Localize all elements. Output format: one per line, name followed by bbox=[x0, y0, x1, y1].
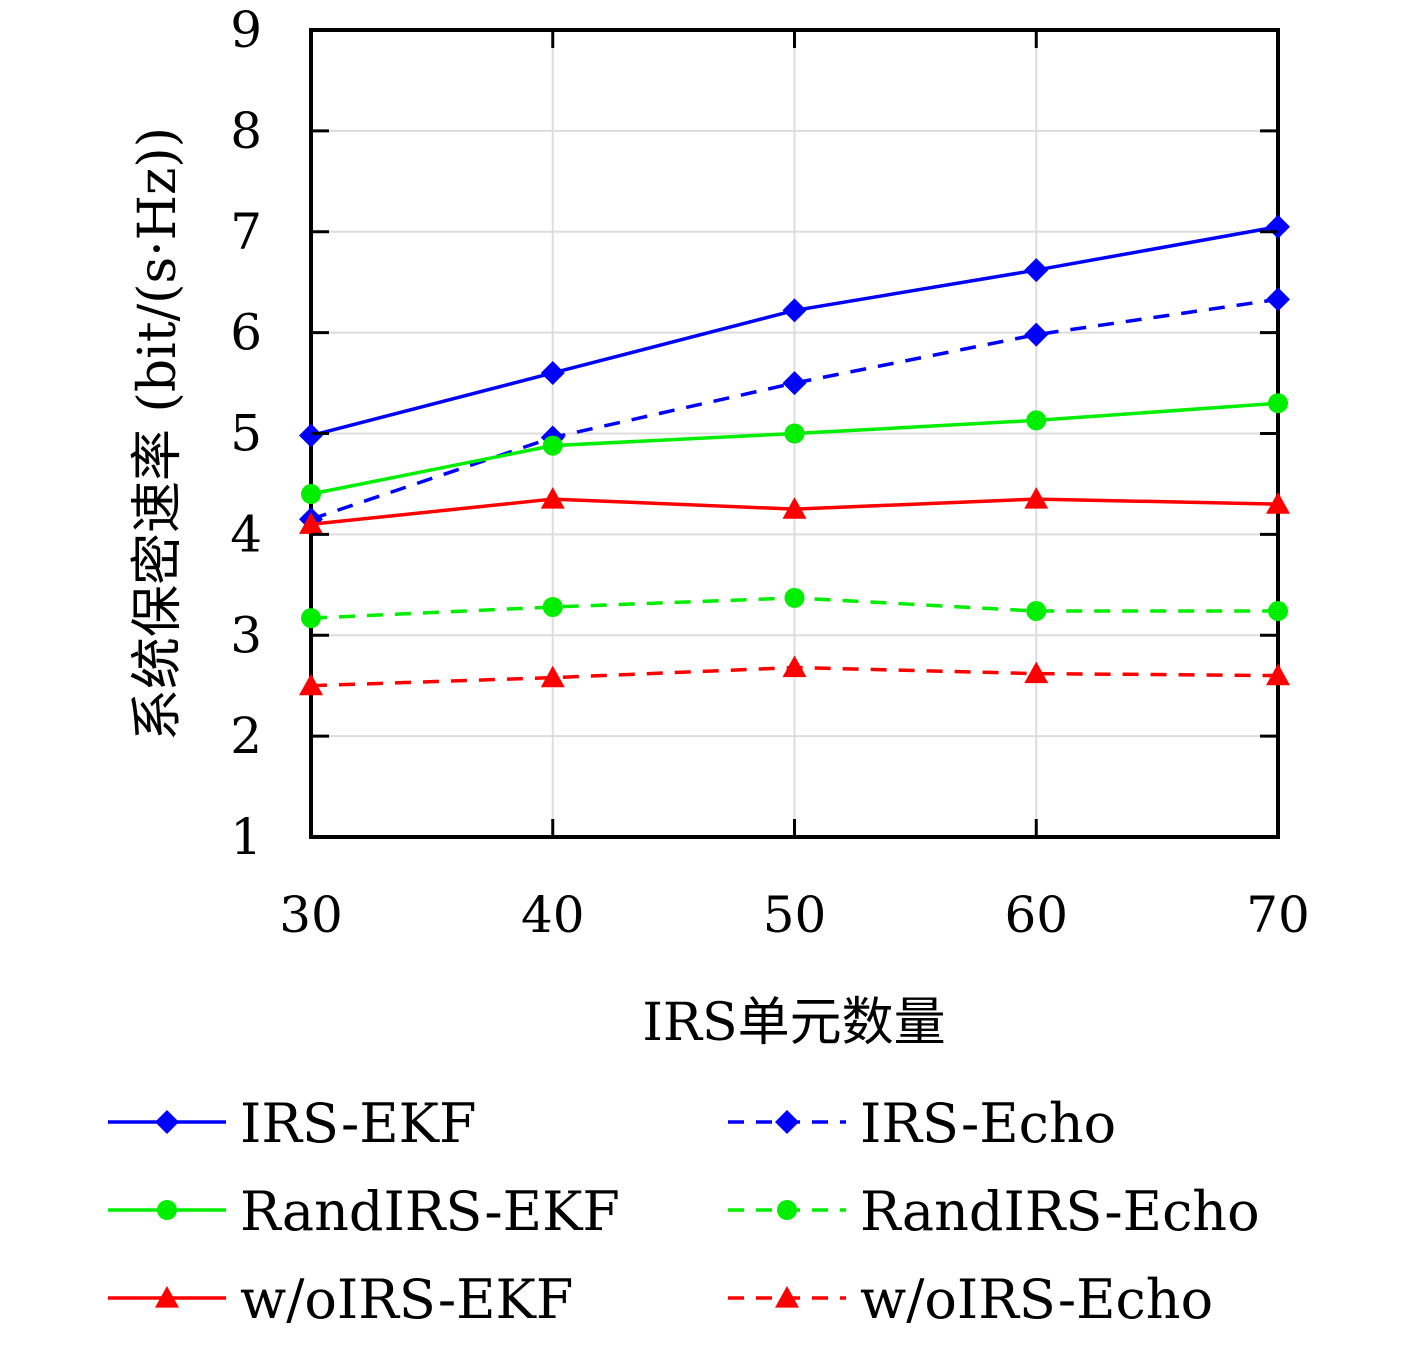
legend-label-irs-ekf: IRS-EKF bbox=[240, 1092, 476, 1155]
data-point-irs-echo bbox=[782, 371, 807, 396]
data-point-w-oirs-ekf bbox=[782, 497, 807, 519]
data-point-randirs-echo bbox=[784, 587, 805, 608]
series-line-irs-echo bbox=[310, 297, 1279, 521]
data-point-randirs-ekf bbox=[542, 435, 563, 456]
x-tick-label: 70 bbox=[1246, 886, 1310, 944]
y-tick-label: 9 bbox=[230, 1, 262, 59]
data-point-w-oirs-ekf bbox=[1266, 492, 1290, 514]
data-point-randirs-echo bbox=[1268, 601, 1288, 622]
y-tick-label: 6 bbox=[230, 304, 262, 362]
data-point-randirs-echo bbox=[301, 608, 321, 629]
data-point-randirs-ekf bbox=[1268, 393, 1288, 414]
data-point-irs-ekf bbox=[1266, 214, 1290, 239]
data-series bbox=[299, 214, 1290, 696]
x-tick-label: 30 bbox=[279, 886, 343, 944]
legend-marker-w-oirs-ekf bbox=[155, 1286, 179, 1308]
legend-label-randirs-ekf: RandIRS-EKF bbox=[240, 1180, 620, 1243]
legend-marker-randirs-ekf bbox=[157, 1200, 177, 1220]
data-point-irs-echo bbox=[1024, 322, 1049, 347]
data-point-randirs-echo bbox=[1026, 601, 1047, 622]
data-point-w-oirs-ekf bbox=[299, 512, 323, 534]
y-tick-label: 2 bbox=[230, 707, 262, 765]
data-point-irs-ekf bbox=[1024, 258, 1049, 283]
data-point-w-oirs-ekf bbox=[540, 487, 565, 509]
x-tick-label: 40 bbox=[521, 886, 585, 944]
data-point-w-oirs-ekf bbox=[1024, 487, 1049, 509]
data-point-w-oirs-echo bbox=[1266, 663, 1290, 686]
data-point-w-oirs-echo bbox=[1024, 661, 1049, 684]
y-tick-label: 8 bbox=[230, 102, 262, 160]
data-point-irs-ekf bbox=[299, 423, 323, 448]
data-point-randirs-ekf bbox=[784, 423, 805, 444]
y-tick-label: 5 bbox=[230, 405, 262, 463]
legend-marker-w-oirs-echo bbox=[775, 1286, 799, 1308]
data-point-irs-echo bbox=[1266, 287, 1290, 312]
data-point-randirs-echo bbox=[542, 597, 563, 618]
legend-marker-irs-echo bbox=[775, 1110, 799, 1134]
data-point-irs-ekf bbox=[782, 298, 807, 323]
data-point-irs-ekf bbox=[540, 360, 565, 385]
y-tick-label: 7 bbox=[230, 203, 262, 261]
data-point-w-oirs-echo bbox=[540, 665, 565, 688]
legend: IRS-EKF IRS-Echo RandIRS-EKF RandIRS-Echo w/… bbox=[108, 1092, 1260, 1331]
x-tick-label: 60 bbox=[1004, 886, 1068, 944]
x-axis-title: IRS单元数量 bbox=[642, 993, 945, 1053]
legend-marker-irs-ekf bbox=[155, 1110, 179, 1134]
data-point-randirs-ekf bbox=[301, 484, 321, 505]
x-tick-label: 50 bbox=[763, 886, 827, 944]
legend-label-randirs-echo: RandIRS-Echo bbox=[860, 1180, 1260, 1243]
legend-label-w-oirs-echo: w/oIRS-Echo bbox=[860, 1268, 1213, 1331]
y-axis-title: 系统保密速率 (bit/(s·Hz)) bbox=[128, 127, 188, 741]
legend-label-irs-echo: IRS-Echo bbox=[860, 1092, 1116, 1155]
y-tick-label: 3 bbox=[230, 606, 262, 664]
y-tick-label: 1 bbox=[230, 808, 262, 866]
data-point-randirs-ekf bbox=[1026, 410, 1047, 431]
legend-marker-randirs-echo bbox=[777, 1200, 797, 1220]
axis-ticks: 1 2 3 4 5 6 7 8 9 30 40 50 60 70 bbox=[230, 1, 1310, 944]
y-tick-label: 4 bbox=[230, 505, 262, 563]
legend-label-w-oirs-ekf: w/oIRS-EKF bbox=[240, 1268, 573, 1331]
data-point-w-oirs-echo bbox=[782, 655, 807, 678]
data-point-w-oirs-echo bbox=[299, 673, 323, 696]
